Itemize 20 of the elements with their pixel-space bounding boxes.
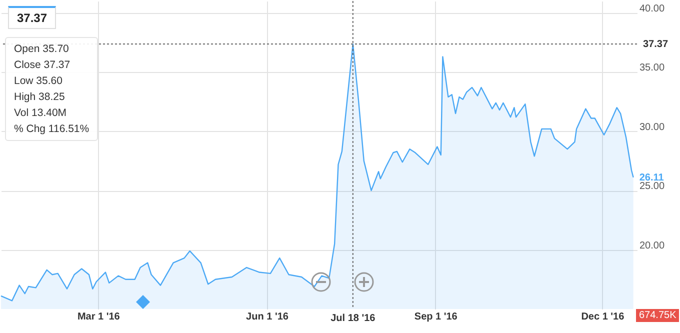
x-tick-label: Sep 1 '16 (414, 312, 458, 322)
annotation: Open 35.70 (14, 42, 70, 57)
annotation: % Chg 116.51% (14, 122, 90, 137)
annotation: Close 37.37 (14, 58, 72, 73)
annotation: Vol 13.40M (14, 106, 68, 121)
annotation: High 38.25 (14, 90, 66, 105)
y-tick-label: 40.00 (640, 3, 665, 14)
annotation: Low 35.60 (14, 74, 64, 89)
ref-line-label: Jul 18 '16 (330, 313, 376, 324)
x-tick-label: Mar 1 '16 (77, 312, 120, 322)
y-tick-label: 30.00 (640, 122, 665, 133)
ref-line-label: 37.37 (643, 39, 668, 50)
text: 674.75K (636, 309, 680, 322)
y-tick-label: 25.00 (640, 181, 665, 192)
y-tick-label: 35.00 (640, 62, 665, 74)
x-tick-label: Dec 1 '16 (581, 312, 625, 322)
annotation: 37.37 (8, 6, 56, 29)
annotation: 26.11 (639, 172, 664, 184)
x-tick-label: Jun 1 '16 (246, 312, 289, 322)
y-tick-label: 20.00 (640, 240, 665, 252)
